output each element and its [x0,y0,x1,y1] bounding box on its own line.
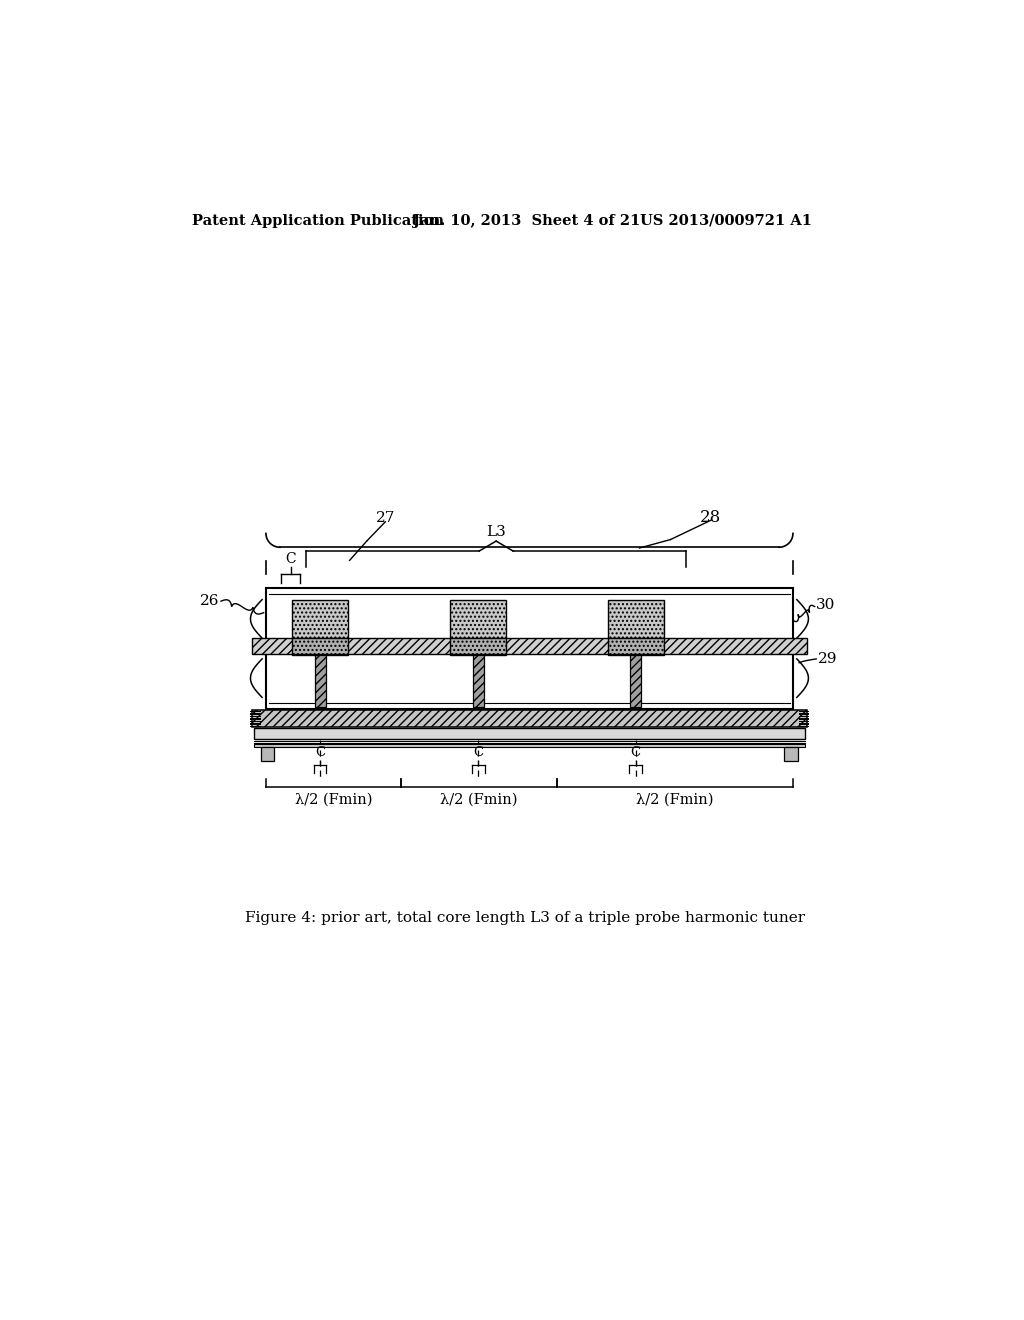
Bar [292,599,348,638]
Text: λ/2 (Fmin): λ/2 (Fmin) [440,793,518,807]
Text: Jan. 10, 2013  Sheet 4 of 21: Jan. 10, 2013 Sheet 4 of 21 [414,214,641,228]
Text: λ/2 (Fmin): λ/2 (Fmin) [295,793,372,807]
Text: Patent Application Publication: Patent Application Publication [191,214,443,228]
Text: 29: 29 [818,652,838,665]
Text: 28: 28 [700,508,722,525]
Text: C: C [286,552,296,566]
Text: C: C [473,746,483,759]
Bar [254,729,805,739]
Text: US 2013/0009721 A1: US 2013/0009721 A1 [640,214,811,228]
Bar [784,747,799,762]
Text: Figure 4: prior art, total core length L3 of a triple probe harmonic tuner: Figure 4: prior art, total core length L… [245,911,805,925]
Bar [607,599,664,638]
Bar [607,638,664,653]
Bar [451,653,506,655]
Text: C: C [631,746,641,759]
Bar [292,638,348,653]
Text: L3: L3 [486,525,506,539]
Bar [292,653,348,655]
Bar [252,638,807,653]
Bar [314,655,326,708]
Bar [473,655,483,708]
Text: 30: 30 [816,598,836,612]
Bar [630,655,641,708]
Bar [451,599,506,638]
Text: 27: 27 [376,511,395,525]
Bar [266,589,793,709]
Text: λ/2 (Fmin): λ/2 (Fmin) [636,793,714,807]
Text: C: C [315,746,326,759]
Bar [451,638,506,653]
Text: 26: 26 [200,594,219,609]
Bar [252,710,807,726]
Bar [260,747,274,762]
Bar [254,744,805,747]
Bar [607,653,664,655]
